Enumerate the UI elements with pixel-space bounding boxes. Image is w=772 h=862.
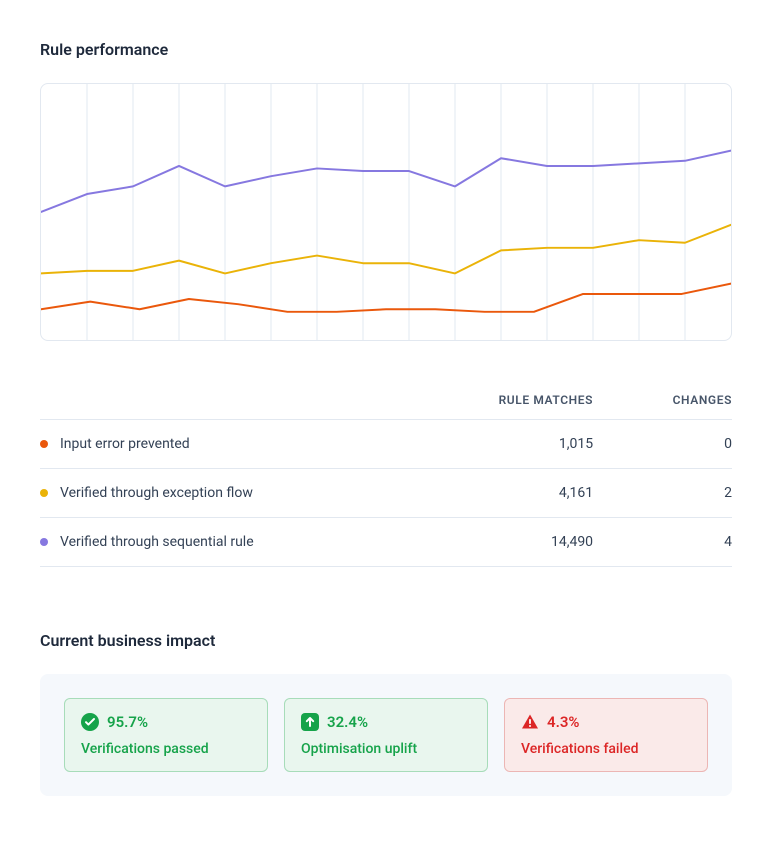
cell-matches: 4,161 <box>396 469 593 518</box>
series-dot-icon <box>40 538 48 546</box>
cell-matches: 14,490 <box>396 518 593 567</box>
table-row: Input error prevented 1,0150 <box>40 420 732 469</box>
series-dot-icon <box>40 489 48 497</box>
impact-pct: 95.7% <box>107 713 148 731</box>
line-chart-svg <box>41 84 731 340</box>
col-header-changes: CHANGES <box>593 381 732 420</box>
check-icon <box>81 713 99 731</box>
impact-label: Optimisation uplift <box>301 741 471 757</box>
business-impact-panel: 95.7% Verifications passed 32.4% Optimisati… <box>40 674 732 796</box>
impact-pct: 32.4% <box>327 713 368 731</box>
cell-matches: 1,015 <box>396 420 593 469</box>
cell-changes: 2 <box>593 469 732 518</box>
impact-card: 4.3% Verifications failed <box>504 698 708 772</box>
warn-icon <box>521 713 539 731</box>
cell-changes: 0 <box>593 420 732 469</box>
impact-card: 95.7% Verifications passed <box>64 698 268 772</box>
series-dot-icon <box>40 440 48 448</box>
series-label: Verified through exception flow <box>60 485 253 501</box>
cell-changes: 4 <box>593 518 732 567</box>
rule-performance-title: Rule performance <box>40 40 732 59</box>
up-icon <box>301 713 319 731</box>
col-header-series <box>40 381 396 420</box>
impact-label: Verifications failed <box>521 741 691 757</box>
impact-card: 32.4% Optimisation uplift <box>284 698 488 772</box>
rule-performance-chart <box>40 83 732 341</box>
rule-performance-table: RULE MATCHES CHANGES Input error prevent… <box>40 381 732 567</box>
series-label: Input error prevented <box>60 436 190 452</box>
col-header-matches: RULE MATCHES <box>396 381 593 420</box>
business-impact-title: Current business impact <box>40 631 732 650</box>
impact-label: Verifications passed <box>81 741 251 757</box>
table-row: Verified through exception flow 4,1612 <box>40 469 732 518</box>
table-row: Verified through sequential rule 14,4904 <box>40 518 732 567</box>
impact-pct: 4.3% <box>547 713 579 731</box>
series-label: Verified through sequential rule <box>60 534 254 550</box>
